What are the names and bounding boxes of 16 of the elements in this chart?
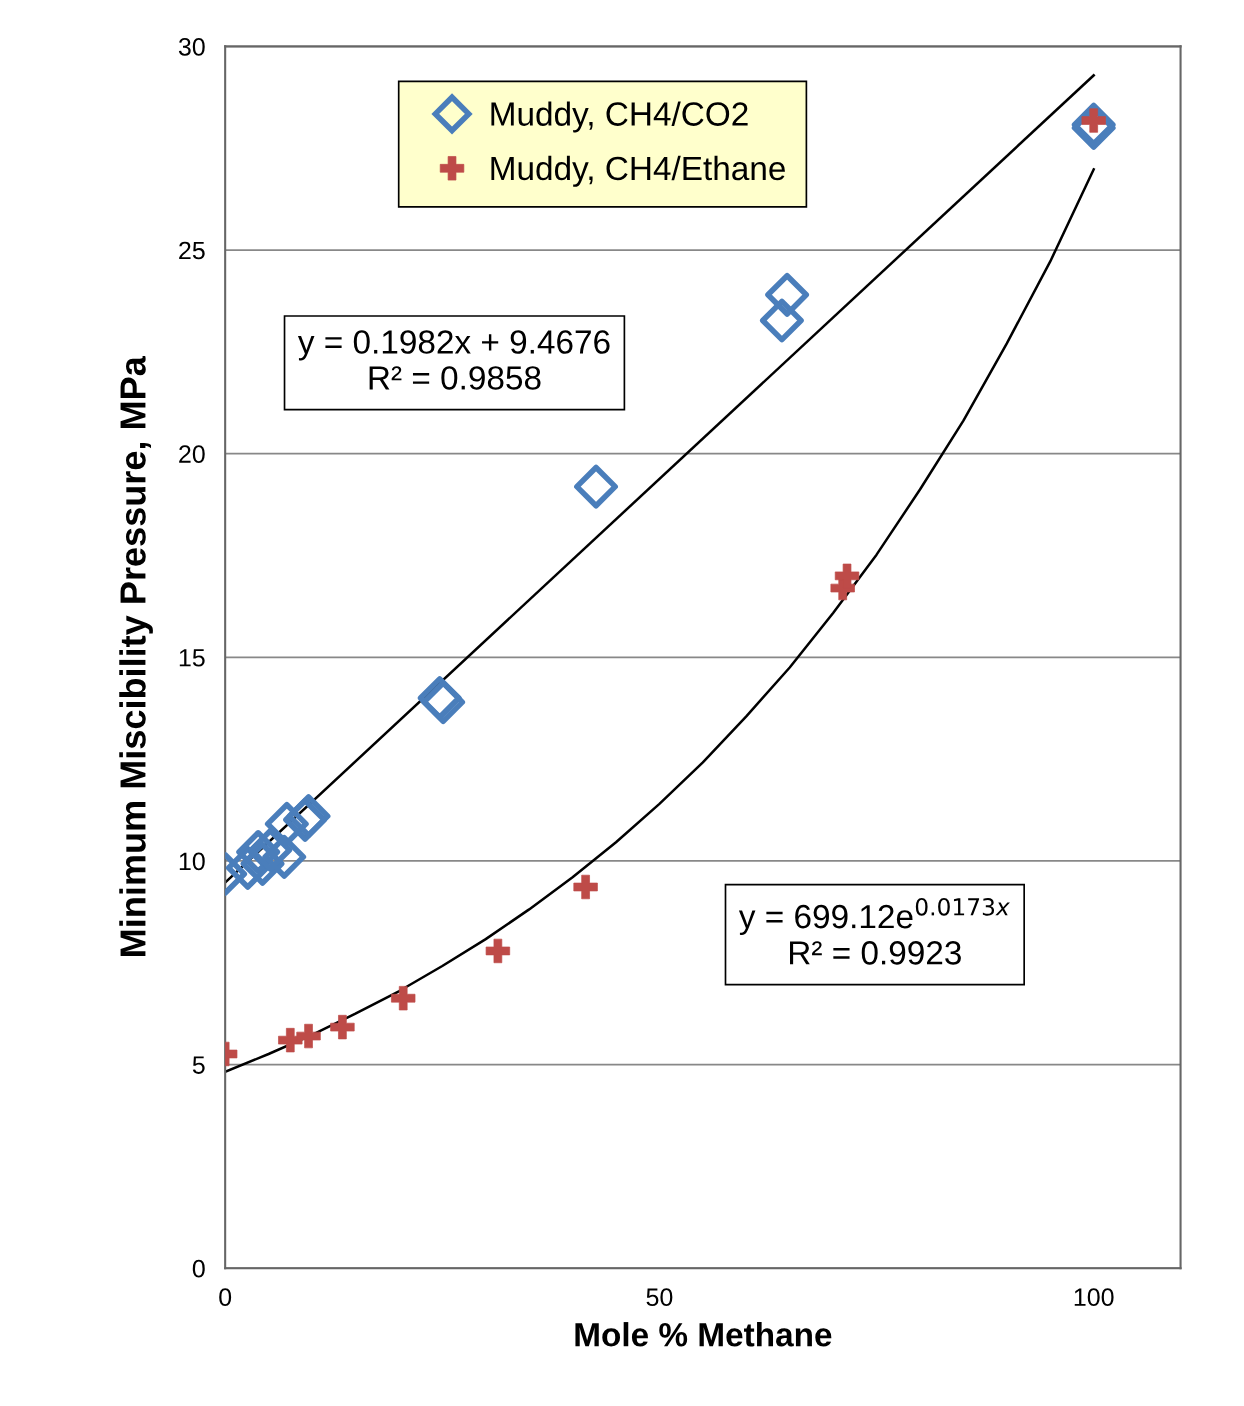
x-tick-label: 100 [1074, 1288, 1114, 1307]
annotation: y = 699.12e$^{0.0173x}$ R² = 0.9923 [738, 898, 1010, 965]
y-tick-label: 25 [179, 241, 205, 260]
annotation: y = 0.1982x + 9.4676 R² = 0.9858 [297, 330, 610, 390]
legend-label: Muddy, CH4/Ethane [491, 155, 785, 187]
y-tick-label: 15 [179, 649, 205, 667]
y-tick-label: 5 [192, 1056, 205, 1074]
y-tick-label: 20 [179, 445, 205, 463]
y-tick-label: 0 [192, 1259, 205, 1278]
y-tick-label: 10 [179, 852, 205, 871]
x-tick-label: 0 [219, 1288, 232, 1307]
legend-label: Muddy, CH4/CO2 [491, 101, 748, 133]
y-axis-title: Minimum Miscibility Pressure, MPa [119, 356, 153, 956]
y-tick-label: 30 [178, 38, 205, 56]
x-tick-label: 50 [646, 1288, 673, 1307]
x-axis-title: Mole % Methane [575, 1322, 832, 1347]
